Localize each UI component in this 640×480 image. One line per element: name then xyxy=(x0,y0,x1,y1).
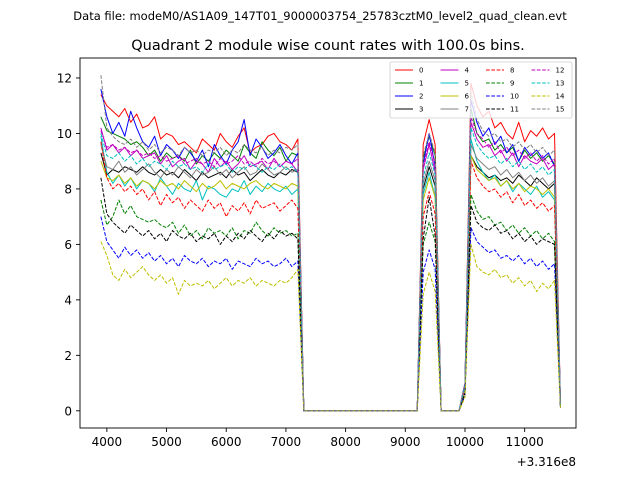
legend-label-5: 5 xyxy=(465,80,469,88)
series-lines xyxy=(100,75,561,412)
x-tick-label: 7000 xyxy=(271,435,302,449)
legend-label-10: 10 xyxy=(510,93,519,101)
y-tick-label: 4 xyxy=(64,293,72,307)
axes: 4000 5000 6000 7000 8000 9000 10000 11000 0 2 4 6 8 1… xyxy=(57,57,577,469)
legend-label-4: 4 xyxy=(465,67,470,75)
y-tick-label: 2 xyxy=(64,349,72,363)
x-tick-label: 11000 xyxy=(506,435,544,449)
x-tick-label: 10000 xyxy=(446,435,484,449)
legend-label-1: 1 xyxy=(419,80,423,88)
x-tick-label: 9000 xyxy=(390,435,421,449)
x-offset-label: +3.316e8 xyxy=(517,455,576,469)
legend-label-14: 14 xyxy=(556,93,565,101)
y-tick-label: 0 xyxy=(64,404,72,418)
y-tick-label: 12 xyxy=(57,71,72,85)
legend-label-3: 3 xyxy=(419,106,423,114)
y-tick-label: 10 xyxy=(57,127,72,141)
series-line-15 xyxy=(100,75,561,412)
legend-label-9: 9 xyxy=(510,80,514,88)
legend-label-11: 11 xyxy=(510,106,519,114)
legend-label-0: 0 xyxy=(419,67,423,75)
x-tick-label: 6000 xyxy=(211,435,242,449)
legend-label-2: 2 xyxy=(419,93,423,101)
x-tick-label: 8000 xyxy=(330,435,361,449)
legend-label-6: 6 xyxy=(465,93,470,101)
chart-title: Quadrant 2 module wise count rates with … xyxy=(131,38,525,54)
legend-label-8: 8 xyxy=(510,67,514,75)
legend-label-12: 12 xyxy=(556,67,565,75)
plot-frame xyxy=(79,57,577,429)
legend-label-7: 7 xyxy=(465,106,469,114)
legend-label-15: 15 xyxy=(556,106,565,114)
x-tick-label: 5000 xyxy=(151,435,182,449)
x-tick-label: 4000 xyxy=(92,435,123,449)
y-tick-label: 6 xyxy=(64,238,72,252)
legend-box xyxy=(389,61,573,119)
y-tick-label: 8 xyxy=(64,182,72,196)
suptitle: Data file: modeM0/AS1A09_147T01_90000037… xyxy=(73,9,567,23)
legend-label-13: 13 xyxy=(556,80,565,88)
